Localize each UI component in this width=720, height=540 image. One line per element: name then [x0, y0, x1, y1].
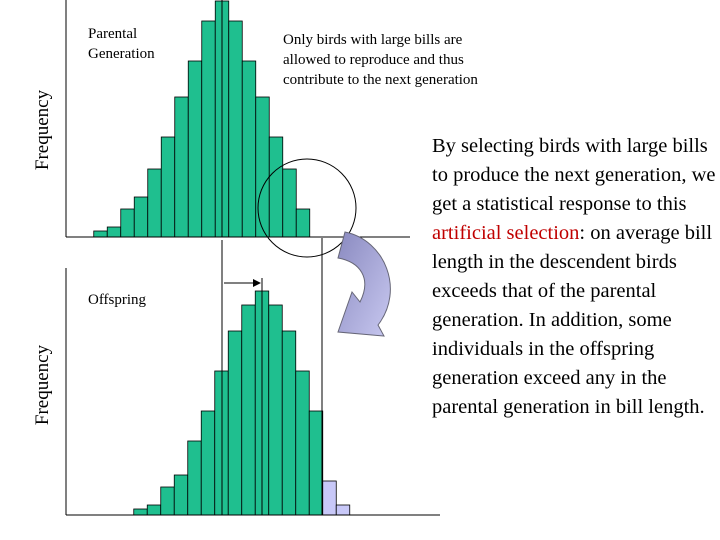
bar	[228, 20, 243, 238]
annotation: Only birds with large bills are allowed …	[283, 32, 478, 88]
bar	[335, 504, 351, 516]
bar	[187, 440, 202, 516]
y-axis-label: Frequency	[32, 89, 53, 170]
text: By selecting birds with large bills to p…	[432, 135, 716, 215]
bar	[106, 226, 122, 238]
bar	[268, 304, 283, 516]
bar	[201, 20, 216, 238]
bar	[200, 410, 216, 516]
bar	[295, 370, 310, 516]
bar	[187, 60, 203, 238]
bar	[295, 208, 311, 238]
bar	[241, 60, 257, 238]
bar	[146, 504, 162, 516]
bar	[160, 136, 176, 238]
bar	[174, 96, 189, 238]
bar	[255, 96, 270, 238]
bar	[322, 480, 337, 516]
panel-label: Offspring	[88, 292, 147, 308]
bar	[173, 474, 189, 516]
bar	[93, 230, 108, 238]
bar	[160, 486, 175, 516]
bar	[308, 410, 324, 516]
text: : on average bill length in the descende…	[432, 222, 713, 418]
bar	[120, 208, 135, 238]
bar	[241, 304, 256, 516]
explanation: By selecting birds with large bills to p…	[432, 132, 717, 422]
bar	[282, 168, 297, 238]
curved-arrow	[337, 231, 391, 337]
selection-circle	[257, 158, 357, 258]
panel-label: Parental Generation	[88, 26, 155, 62]
bar	[133, 196, 149, 238]
y-axis-label: Frequency	[32, 344, 53, 425]
highlight: artificial selection	[432, 222, 580, 244]
bar	[227, 330, 243, 516]
bar	[268, 136, 284, 238]
bar	[133, 508, 148, 516]
offspring-histogram	[133, 290, 351, 516]
bar	[281, 330, 297, 516]
bar	[147, 168, 162, 238]
